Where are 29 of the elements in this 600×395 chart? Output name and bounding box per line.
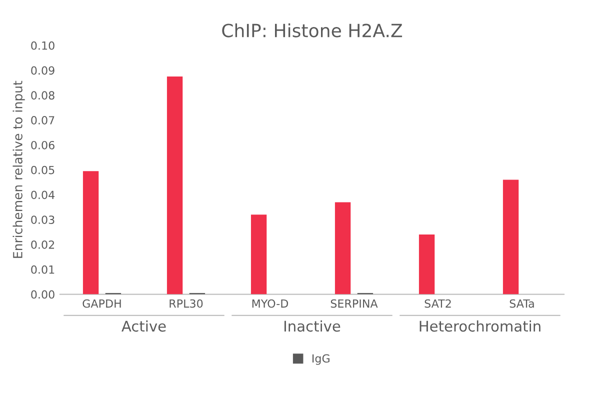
y-tick-label: 0.02 <box>31 240 54 249</box>
x-tick-label: MYO-D <box>252 299 288 308</box>
y-tick-label: 0.06 <box>31 140 54 150</box>
y-tick-label: 0.01 <box>31 265 54 274</box>
x-tick-label: GAPDH <box>82 299 121 308</box>
x-tick-label: SATa <box>510 299 534 308</box>
chart-title: ChIP: Histone H2A.Z <box>222 23 402 38</box>
y-tick-label: 0.10 <box>31 41 54 50</box>
y-tick-label: 0.00 <box>31 290 54 299</box>
x-tick-label: RPL30 <box>170 299 203 308</box>
y-tick-label: 0.09 <box>31 66 54 75</box>
bar <box>502 180 519 294</box>
bar <box>418 234 435 294</box>
text: Heterochromatin <box>420 320 540 332</box>
y-tick-label: 0.03 <box>31 216 54 224</box>
y-tick-label: 0.04 <box>31 190 55 200</box>
y-tick-label: 0.08 <box>31 91 54 100</box>
y-tick-label: 0.07 <box>31 116 54 124</box>
bar <box>250 214 267 294</box>
bar <box>82 171 99 294</box>
y-tick-label: 0.05 <box>31 166 54 174</box>
text: Active <box>122 320 166 332</box>
legend-label: IgG <box>312 354 330 365</box>
x-tick-label: SAT2 <box>424 299 451 308</box>
bar <box>334 202 351 294</box>
text: Inactive <box>284 320 340 332</box>
y-axis-title: Enrichemen relative to input <box>12 80 25 258</box>
x-tick-label: SERPINA <box>330 299 378 308</box>
bar <box>166 76 183 294</box>
